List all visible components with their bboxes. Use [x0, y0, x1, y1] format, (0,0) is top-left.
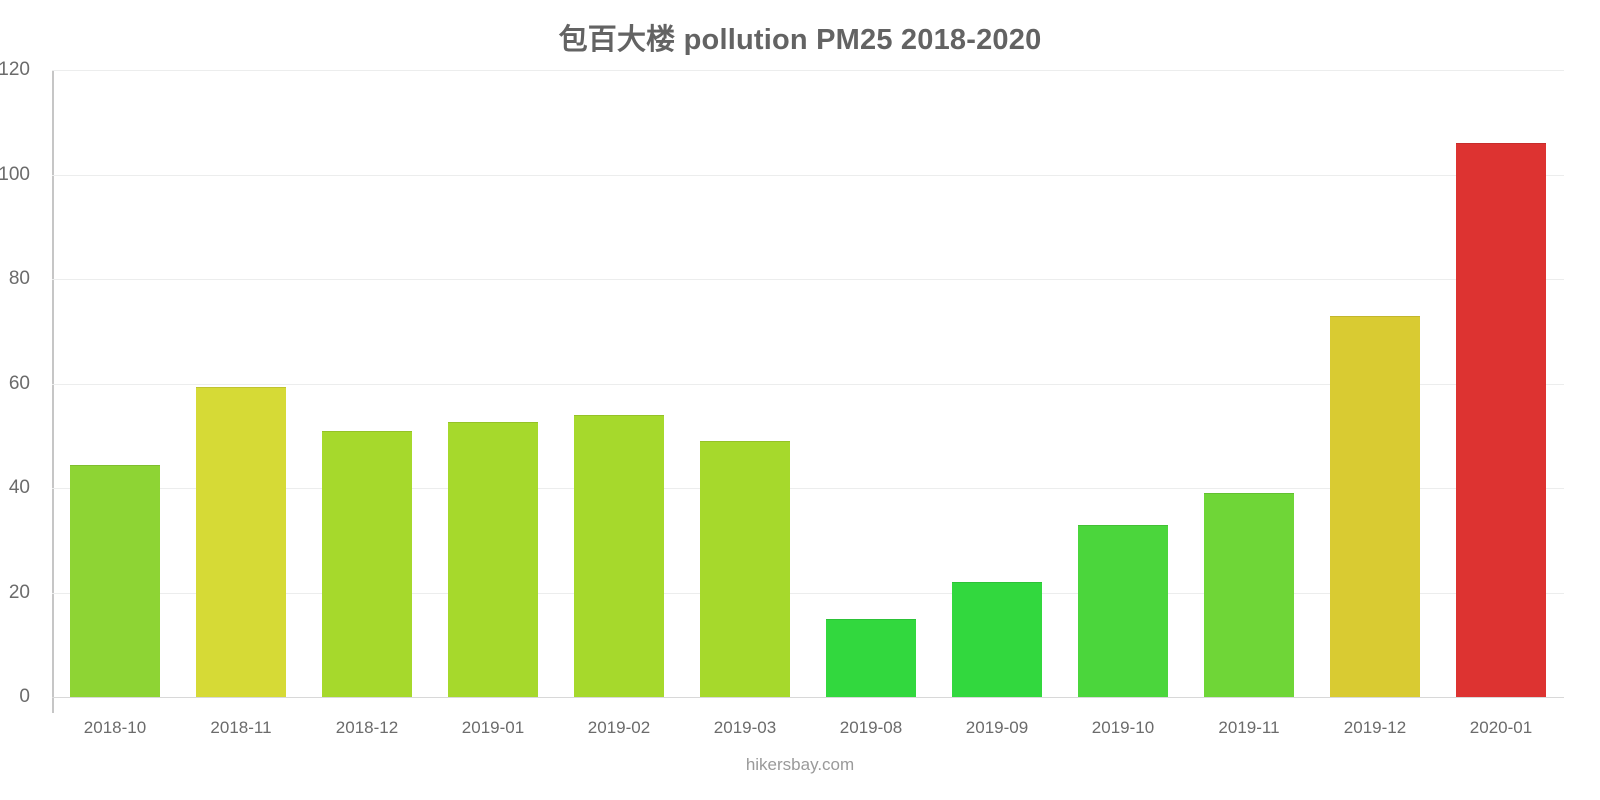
bar[interactable]: [1203, 493, 1295, 697]
gridline: [52, 70, 1564, 71]
bar[interactable]: [951, 582, 1043, 697]
gridline: [52, 279, 1564, 280]
x-axis-tick: [52, 697, 54, 713]
x-axis-tick-label: 2019-01: [461, 718, 525, 737]
x-axis-tick-label: 2019-03: [713, 718, 777, 737]
bar[interactable]: [1329, 315, 1421, 697]
x-axis-tick-label: 2019-09: [965, 718, 1029, 737]
x-axis-tick-label: 2019-11: [1218, 718, 1280, 737]
bar[interactable]: [573, 414, 665, 697]
y-axis-tick-label: 60: [8, 372, 30, 394]
x-axis-tick-label: 2020-01: [1469, 718, 1533, 737]
plot-area: 0 20 40 60 80 100 120: [0, 59, 1564, 707]
gridline: [52, 383, 1564, 385]
bar[interactable]: [699, 440, 791, 697]
x-axis-tick-label: 2019-02: [587, 718, 651, 737]
y-axis-tick-label: 0: [19, 686, 30, 707]
chart-title: 包百大楼 pollution PM25 2018-2020: [558, 24, 1042, 56]
x-axis-tick-label: 2019-12: [1343, 718, 1407, 737]
gridline: [52, 592, 1564, 594]
x-axis-tick-label: 2019-08: [839, 718, 903, 737]
y-axis-tick-label: 120: [0, 59, 30, 80]
bar[interactable]: [1455, 143, 1547, 697]
bar[interactable]: [1077, 524, 1169, 697]
x-axis-tick-label: 2018-10: [83, 718, 147, 737]
gridline: [52, 174, 1564, 176]
gridline: [52, 488, 1564, 489]
bar[interactable]: [69, 464, 161, 697]
bar[interactable]: [825, 618, 917, 697]
gridline: [52, 697, 1564, 698]
y-axis-tick-label: 20: [8, 581, 30, 603]
bar[interactable]: [447, 422, 539, 697]
y-axis-tick-label: 40: [8, 477, 30, 498]
x-axis-tick-label: 2018-11: [210, 718, 272, 737]
y-axis-tick-label: 100: [0, 163, 30, 185]
bar[interactable]: [195, 386, 287, 697]
y-axis-tick-label: 80: [8, 268, 30, 289]
x-axis-tick-label: 2018-12: [335, 718, 399, 737]
bar[interactable]: [321, 430, 413, 697]
watermark: hikersbay.com: [745, 755, 855, 774]
x-axis-tick-label: 2019-10: [1091, 718, 1155, 737]
